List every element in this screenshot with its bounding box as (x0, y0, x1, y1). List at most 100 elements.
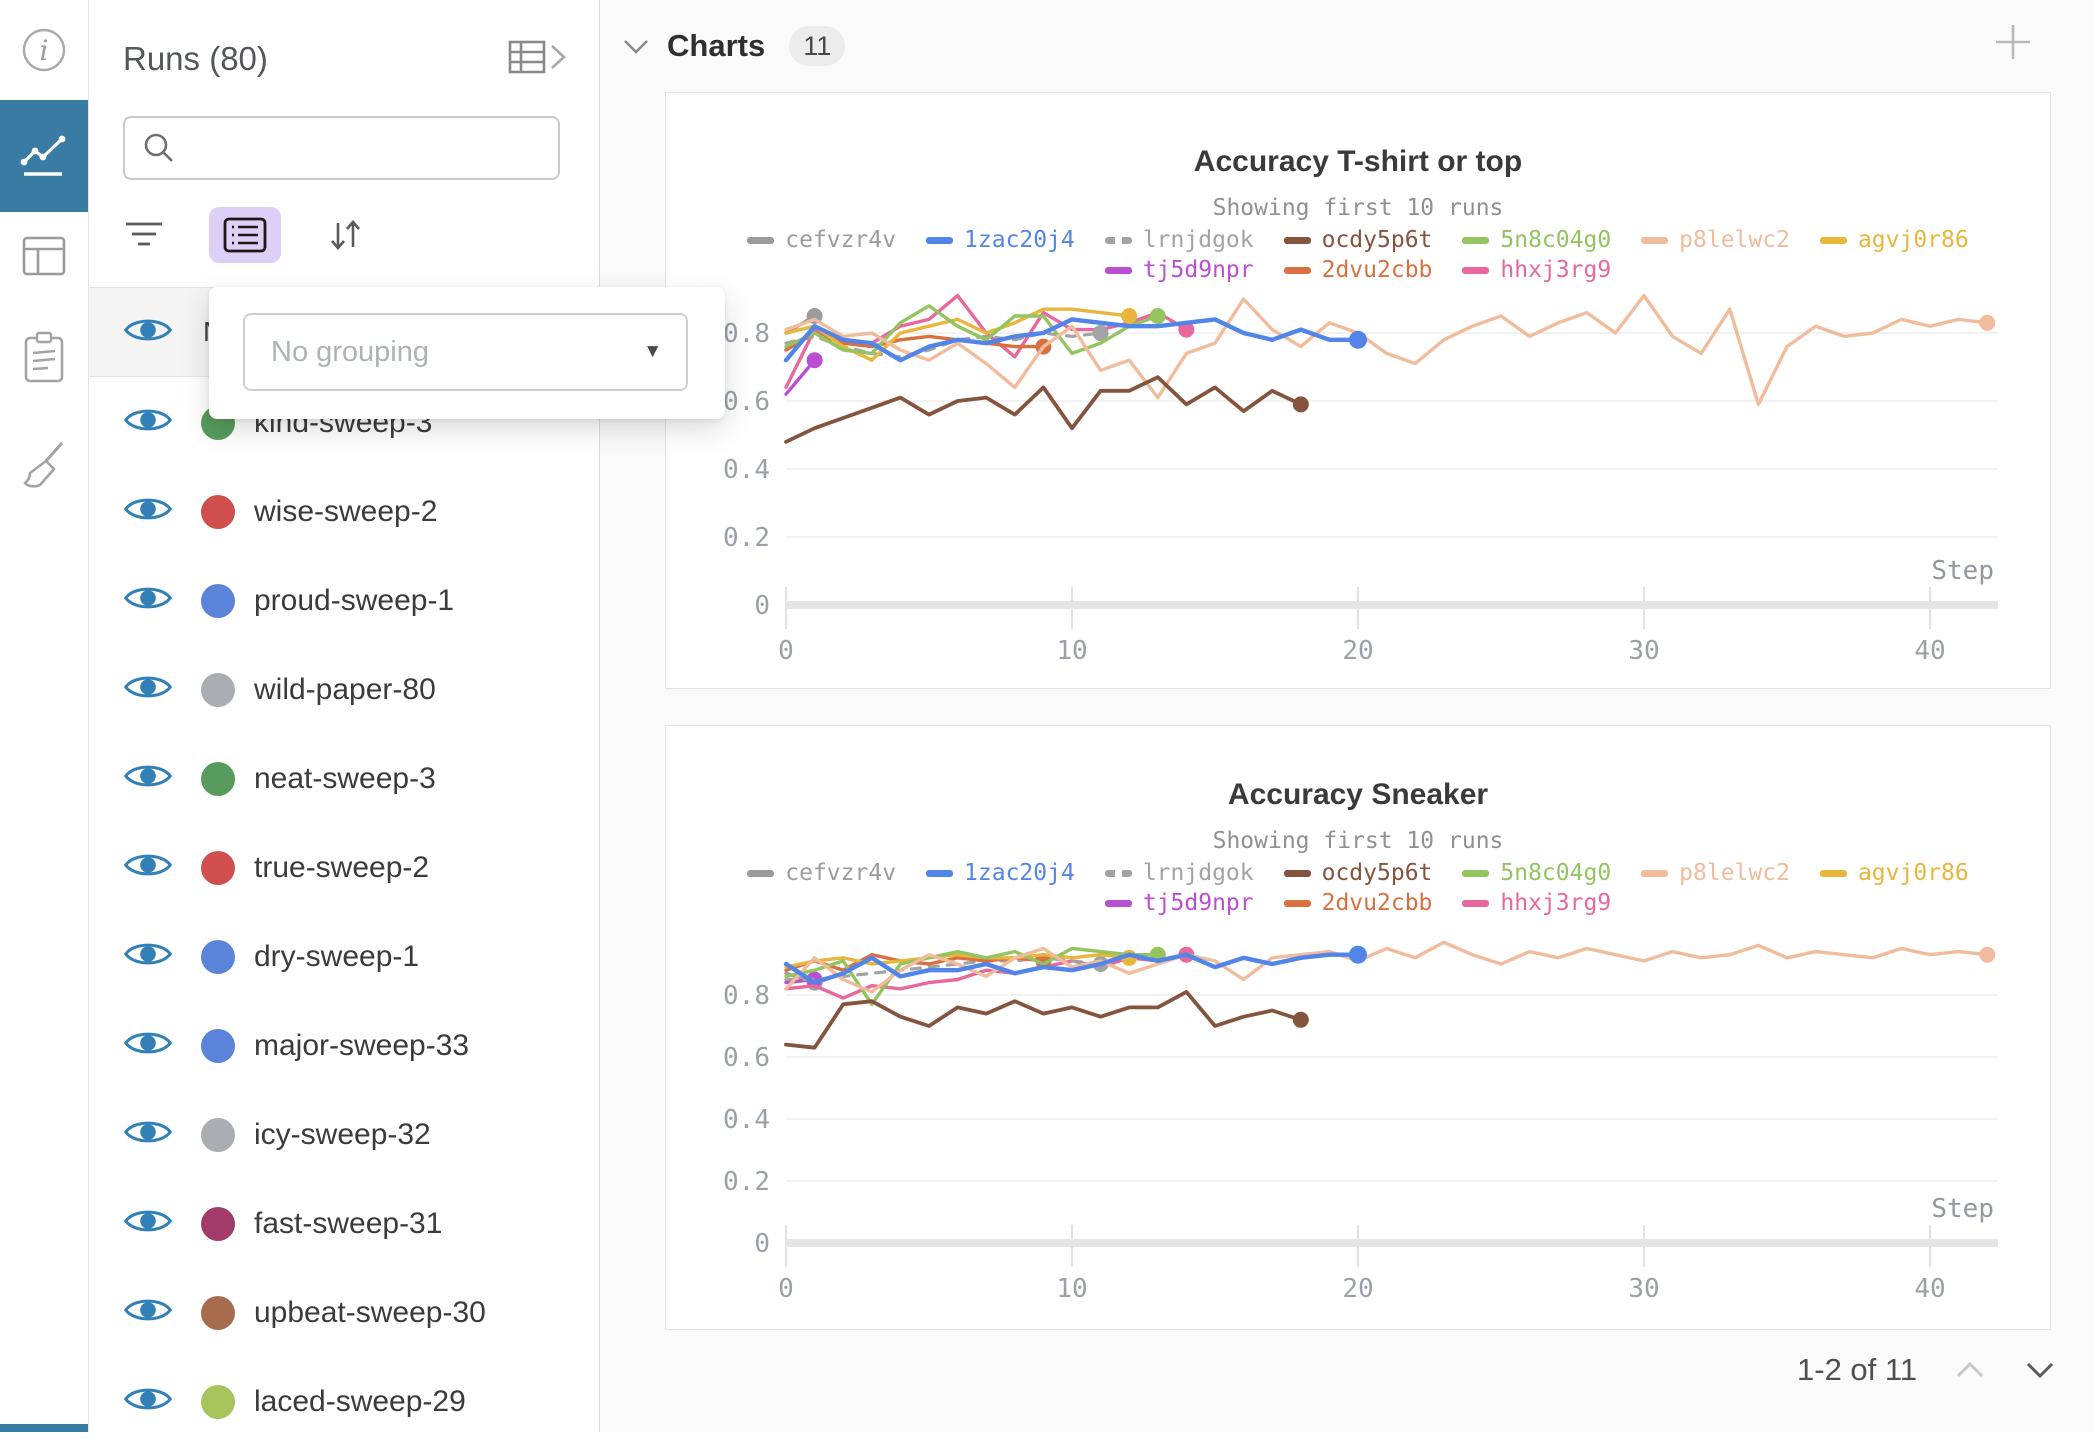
run-row[interactable]: upbeat-sweep-30 (88, 1268, 599, 1357)
eye-icon[interactable] (123, 581, 173, 620)
legend-swatch (1283, 899, 1311, 907)
charts-area: Charts 11 Accuracy T-shirt or top Showin… (599, 0, 2094, 1432)
expand-table-button[interactable] (508, 38, 570, 83)
legend-item[interactable]: tj5d9npr (1104, 257, 1254, 283)
run-name-label: icy-sweep-32 (254, 1117, 431, 1151)
series-end-dot (1292, 396, 1309, 413)
legend-item[interactable]: 2dvu2cbb (1283, 257, 1432, 283)
chart-plot[interactable]: 0 10 20 30 40 0 0.2 0.4 0.6 0.8 Step (666, 726, 2050, 1329)
legend-swatch (1283, 869, 1311, 877)
chart-plot[interactable]: 0 10 20 30 40 0 0.2 0.4 0.6 0.8 Step (666, 93, 2050, 688)
eye-icon[interactable] (123, 937, 173, 976)
chevron-up-icon (1957, 1361, 1984, 1378)
legend-item[interactable]: 1zac20j4 (926, 860, 1075, 886)
notes-icon[interactable] (0, 330, 88, 386)
eye-icon[interactable] (123, 759, 173, 798)
legend-item[interactable]: hhxj3rg9 (1462, 890, 1611, 916)
legend-label: agvj0r86 (1857, 860, 1969, 886)
legend-swatch (1283, 236, 1311, 244)
broom-icon[interactable] (0, 436, 88, 494)
legend-item[interactable]: 5n8c04g0 (1462, 860, 1611, 886)
table-panel-icon[interactable] (0, 232, 88, 280)
collapse-chevron-icon[interactable] (621, 35, 651, 57)
eye-icon[interactable] (123, 1382, 173, 1421)
chart-subtitle: Showing first 10 runs (1212, 195, 1504, 221)
eye-icon[interactable] (123, 1115, 173, 1154)
eye-icon[interactable] (123, 1293, 173, 1332)
run-row[interactable]: dry-sweep-1 (88, 912, 599, 1001)
run-row[interactable]: icy-sweep-32 (88, 1090, 599, 1179)
legend-item[interactable]: cefvzr4v (747, 227, 896, 253)
legend-item[interactable]: ocdy5p6t (1283, 227, 1432, 253)
svg-text:0.6: 0.6 (723, 1043, 770, 1073)
series-end-dot (1149, 308, 1166, 324)
run-name-label: proud-sweep-1 (254, 583, 455, 617)
previous-page-button[interactable] (1953, 1359, 1987, 1381)
next-page-button[interactable] (2023, 1359, 2057, 1381)
legend-label: 5n8c04g0 (1500, 860, 1612, 886)
eye-icon[interactable] (123, 313, 173, 352)
legend-item[interactable]: tj5d9npr (1104, 890, 1254, 916)
nav-item-workspace-active[interactable] (0, 100, 88, 212)
legend-item[interactable]: 2dvu2cbb (1283, 890, 1432, 916)
run-row[interactable]: fast-sweep-31 (88, 1179, 599, 1268)
svg-text:20: 20 (1342, 636, 1373, 666)
series-line (784, 946, 1160, 1006)
eye-icon[interactable] (123, 1204, 173, 1243)
run-row[interactable]: major-sweep-33 (88, 1001, 599, 1090)
info-icon[interactable]: i (0, 26, 88, 74)
legend-swatch (1641, 869, 1669, 877)
chart-panel-accuracy-sneaker[interactable]: Accuracy Sneaker Showing first 10 runs c… (665, 725, 2051, 1330)
sort-button[interactable] (325, 215, 365, 255)
legend-item[interactable]: hhxj3rg9 (1462, 257, 1611, 283)
add-panel-button[interactable] (1991, 20, 2035, 64)
eye-icon[interactable] (123, 848, 173, 887)
legend-item[interactable]: lrnjdgok (1104, 860, 1254, 886)
chart-title: Accuracy T-shirt or top (1193, 145, 1523, 178)
chart-legend: cefvzr4v 1zac20j4 lrnjdgok ocdy5p6t 5n8c04g0… (666, 225, 2050, 285)
legend-item[interactable]: p8lelwc2 (1641, 860, 1790, 886)
legend-swatch (1104, 236, 1132, 244)
legend-swatch (1462, 236, 1490, 244)
runs-search-input[interactable] (189, 131, 558, 165)
series-line (783, 952, 1361, 985)
run-row[interactable]: laced-sweep-29 (88, 1357, 599, 1446)
eye-icon[interactable] (123, 1026, 173, 1065)
run-color-dot (201, 1028, 235, 1063)
legend-label: 1zac20j4 (964, 227, 1075, 253)
svg-text:0.4: 0.4 (723, 1105, 770, 1135)
eye-icon[interactable] (123, 403, 173, 442)
legend-item[interactable]: ocdy5p6t (1283, 860, 1432, 886)
run-color-dot (201, 494, 235, 529)
group-button-active[interactable] (209, 207, 281, 263)
legend-item[interactable]: agvj0r86 (1819, 227, 1969, 253)
legend-item[interactable]: agvj0r86 (1819, 860, 1969, 886)
svg-text:0: 0 (754, 1229, 770, 1259)
series-line (784, 375, 1303, 444)
series-line (784, 952, 1131, 969)
svg-text:0.4: 0.4 (723, 455, 770, 485)
legend-swatch (926, 869, 954, 877)
run-color-dot (201, 939, 235, 974)
legend-item[interactable]: lrnjdgok (1104, 227, 1254, 253)
legend-item[interactable]: p8lelwc2 (1641, 227, 1790, 253)
chart-panel-accuracy-tshirt[interactable]: Accuracy T-shirt or top Showing first 10… (665, 92, 2051, 689)
svg-text:Step: Step (1931, 1194, 1994, 1224)
run-row[interactable]: wild-paper-80 (88, 645, 599, 734)
runs-panel-title: Runs (80) (123, 40, 268, 77)
eye-icon[interactable] (123, 492, 173, 531)
line-chart-icon (20, 135, 66, 176)
runs-search-box[interactable] (123, 116, 560, 180)
legend-item[interactable]: cefvzr4v (747, 860, 896, 886)
grouping-select[interactable]: No grouping ▼ (243, 313, 688, 391)
run-row[interactable]: true-sweep-2 (88, 823, 599, 912)
run-row[interactable]: neat-sweep-3 (88, 734, 599, 823)
run-row[interactable]: wise-sweep-2 (88, 467, 599, 556)
pagination-label: 1-2 of 11 (1797, 1352, 1918, 1387)
filter-icon[interactable] (123, 218, 165, 252)
legend-item[interactable]: 5n8c04g0 (1462, 227, 1611, 253)
runs-list: kind-sweep-3 wise-sweep-2 proud-sweep-1 wil… (88, 378, 599, 1446)
legend-item[interactable]: 1zac20j4 (926, 227, 1075, 253)
eye-icon[interactable] (123, 670, 173, 709)
run-row[interactable]: proud-sweep-1 (88, 556, 599, 645)
